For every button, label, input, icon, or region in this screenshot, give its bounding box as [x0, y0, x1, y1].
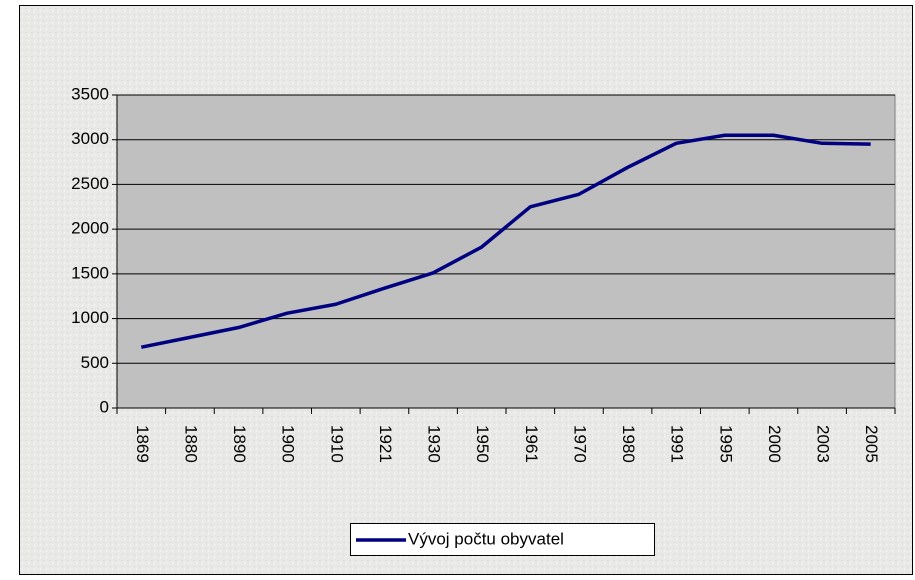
legend-label: Vývoj počtu obyvatel — [408, 529, 564, 548]
x-tick-label: 1910 — [327, 425, 346, 463]
y-tick-label: 2000 — [71, 219, 109, 238]
y-tick-label: 3000 — [71, 129, 109, 148]
x-tick-label: 1869 — [133, 425, 152, 463]
x-tick-label: 1961 — [522, 425, 541, 463]
y-tick-label: 3500 — [71, 84, 109, 103]
x-tick-label: 2003 — [814, 425, 833, 463]
x-tick-label: 1930 — [425, 425, 444, 463]
x-tick-label: 1950 — [473, 425, 492, 463]
y-tick-label: 2500 — [71, 174, 109, 193]
x-tick-label: 1980 — [619, 425, 638, 463]
line — [140, 133, 871, 349]
x-tick-label: 1880 — [181, 425, 200, 463]
x-tick-label: 2005 — [862, 425, 881, 463]
x-tick-label: 1921 — [376, 425, 395, 463]
x-tick-label: 1991 — [668, 425, 687, 463]
x-tick-label: 1995 — [716, 425, 735, 463]
x-tick-label: 1890 — [230, 425, 249, 463]
y-tick-label: 500 — [81, 353, 109, 372]
x-tick-label: 2000 — [765, 425, 784, 463]
x-tick-label: 1970 — [570, 425, 589, 463]
y-tick-label: 0 — [100, 397, 109, 416]
x-tick-label: 1900 — [279, 425, 298, 463]
y-tick-label: 1500 — [71, 263, 109, 282]
y-tick-label: 1000 — [71, 308, 109, 327]
plot-area — [116, 94, 896, 409]
